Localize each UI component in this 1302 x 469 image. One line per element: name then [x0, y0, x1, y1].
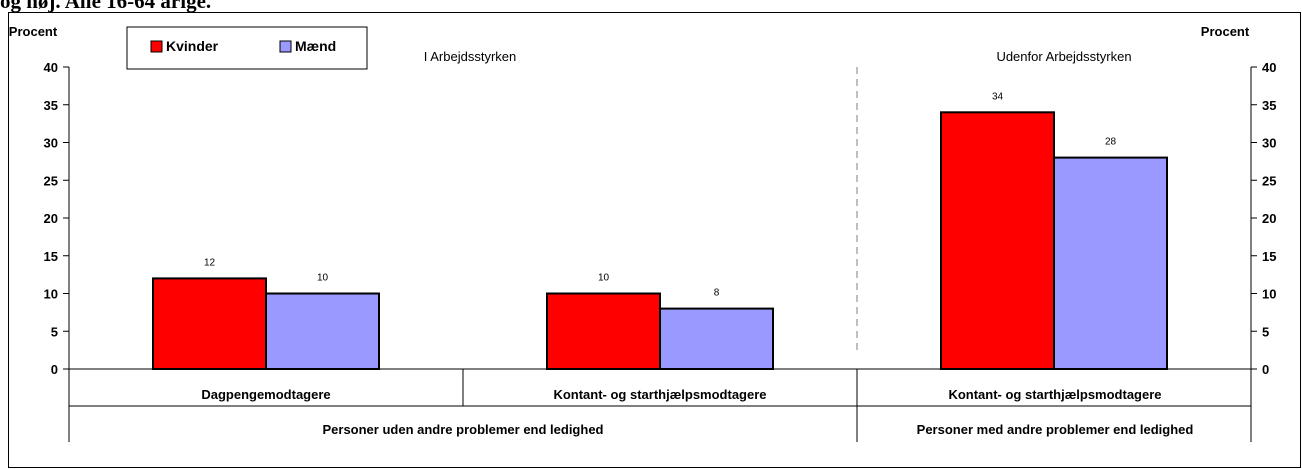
left-tick-label: 40	[44, 60, 58, 75]
bar-value-label: 12	[204, 257, 216, 268]
right-y-ticks: 0 5 10 15 20 25 30 35 40	[1251, 60, 1276, 377]
header-text: og høj. Alle 16-64 årige.	[0, 0, 212, 13]
bar-value-label: 10	[598, 273, 610, 284]
legend-box	[126, 26, 368, 70]
right-tick-label: 25	[1262, 173, 1276, 188]
bar-kvinder-2	[940, 111, 1055, 371]
right-tick-label: 5	[1262, 324, 1269, 339]
left-tick-label: 10	[44, 287, 58, 302]
bar-kvinder-0	[152, 277, 267, 370]
category-label: Dagpengemodtagere	[201, 387, 330, 402]
bar-value-label: 8	[714, 288, 720, 299]
bar-m-nd-0	[265, 292, 380, 370]
left-tick-label: 5	[51, 324, 58, 339]
left-tick-label: 25	[44, 173, 58, 188]
section-label-in-workforce: I Arbejdsstyrken	[424, 49, 517, 64]
group-label: Personer med andre problemer end ledighe…	[917, 422, 1194, 437]
bars: 12 10 10 8 34 28	[152, 91, 1168, 371]
left-y-ticks: 0 5 10 15 20 25 30 35 40	[44, 60, 69, 377]
left-tick-label: 15	[44, 249, 58, 264]
y-axis-title-left: Procent	[9, 24, 58, 39]
category-label: Kontant- og starthjælpsmodtagere	[948, 387, 1161, 402]
bar-m-nd-1	[659, 307, 774, 371]
bar-value-label: 10	[317, 273, 329, 284]
legend-label-maend: Mænd	[295, 38, 336, 54]
right-tick-label: 10	[1262, 287, 1276, 302]
legend-label-kvinder: Kvinder	[166, 38, 219, 54]
left-tick-label: 35	[44, 98, 58, 113]
right-tick-label: 40	[1262, 60, 1276, 75]
legend-swatch-kvinder	[150, 40, 163, 53]
section-label-outside-workforce: Udenfor Arbejdsstyrken	[996, 49, 1131, 64]
right-tick-label: 35	[1262, 98, 1276, 113]
left-tick-label: 20	[44, 211, 58, 226]
legend: Kvinder Mænd	[126, 26, 368, 70]
right-tick-label: 20	[1262, 211, 1276, 226]
group-label: Personer uden andre problemer end ledigh…	[322, 422, 603, 437]
right-tick-label: 30	[1262, 136, 1276, 151]
bar-m-nd-2	[1053, 156, 1168, 370]
right-tick-label: 15	[1262, 249, 1276, 264]
category-label: Kontant- og starthjælpsmodtagere	[553, 387, 766, 402]
legend-swatch-maend	[279, 40, 292, 53]
chart-frame	[8, 12, 1301, 468]
bar-value-label: 28	[1105, 137, 1117, 148]
left-tick-label: 30	[44, 136, 58, 151]
bar-value-label: 34	[992, 91, 1004, 102]
left-tick-label: 0	[51, 362, 58, 377]
right-tick-label: 0	[1262, 362, 1269, 377]
y-axis-title-right: Procent	[1201, 24, 1250, 39]
bar-kvinder-1	[546, 292, 661, 370]
